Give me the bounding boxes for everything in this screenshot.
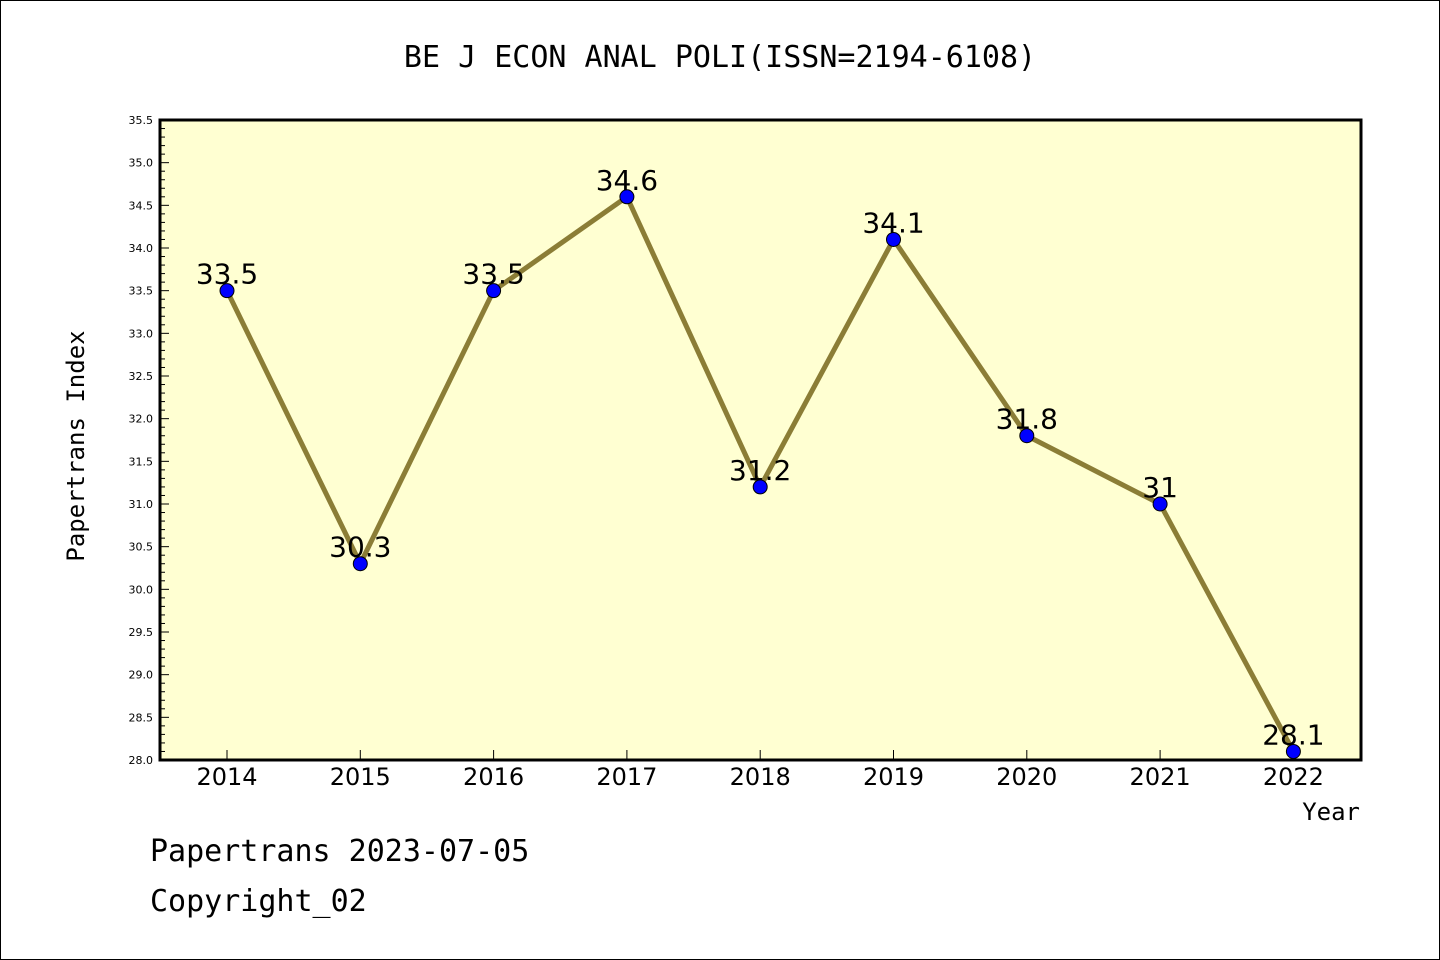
x-tick-label: 2018 [730,763,791,791]
y-tick-label: 35.0 [129,157,154,170]
data-label: 31 [1142,471,1178,504]
y-tick-label: 30.5 [129,541,154,554]
y-axis: 28.0 28.5 29.0 29.5 30.0 30.5 31.0 31.5 32.0 32.5… [129,114,169,767]
y-tick-label: 35.5 [129,114,154,127]
y-axis-label: Papertrans Index [62,330,90,561]
data-label: 31.2 [729,454,791,487]
data-label: 33.5 [462,258,524,291]
data-label: 33.5 [196,258,258,291]
y-tick-label: 34.0 [129,242,154,255]
chart-title: BE J ECON ANAL POLI(ISSN=2194-6108) [404,40,1036,75]
data-point [1285,743,1301,759]
y-tick-label: 33.0 [129,327,154,340]
x-tick-label: 2020 [996,763,1057,791]
data-label: 34.6 [596,164,658,197]
data-point [1019,428,1035,444]
y-tick-label: 34.5 [129,199,154,212]
footer-copyright: Copyright_02 [150,884,367,919]
data-label: 34.1 [862,206,924,239]
y-tick-label: 28.0 [129,754,154,767]
x-tick-label: 2017 [596,763,657,791]
data-point [1152,496,1168,512]
y-tick-label: 31.0 [129,498,154,511]
x-tick-label: 2016 [463,763,524,791]
data-label: 31.8 [996,403,1058,436]
y-tick-label: 28.5 [129,711,154,724]
y-tick-label: 29.0 [129,669,154,682]
y-tick-label: 31.5 [129,455,154,468]
x-tick-label: 2014 [196,763,257,791]
data-points [219,189,1301,759]
data-label: 30.3 [329,531,391,564]
data-labels: 33.5 30.3 33.5 34.6 31.2 34.1 31.8 31 28.1 [196,164,1325,752]
footer-date: Papertrans 2023-07-05 [150,834,530,869]
data-point [619,189,635,205]
y-tick-label: 29.5 [129,626,154,639]
y-tick-label: 32.0 [129,413,154,426]
y-tick-label: 32.5 [129,370,154,383]
x-tick-label: 2015 [330,763,391,791]
data-point [219,283,235,299]
data-point [352,556,368,572]
data-label: 28.1 [1262,718,1324,751]
data-point [486,283,502,299]
y-tick-label: 30.0 [129,583,154,596]
x-axis: 2014 2015 2016 2017 2018 2019 2020 2021 2022 [196,750,1324,791]
plot-area [158,118,1363,762]
data-point [886,231,901,247]
x-tick-label: 2019 [863,763,924,791]
x-tick-label: 2021 [1130,763,1191,791]
x-axis-label: Year [1302,798,1360,826]
data-point [752,479,768,495]
y-tick-label: 33.5 [129,285,154,298]
x-tick-label: 2022 [1263,763,1324,791]
